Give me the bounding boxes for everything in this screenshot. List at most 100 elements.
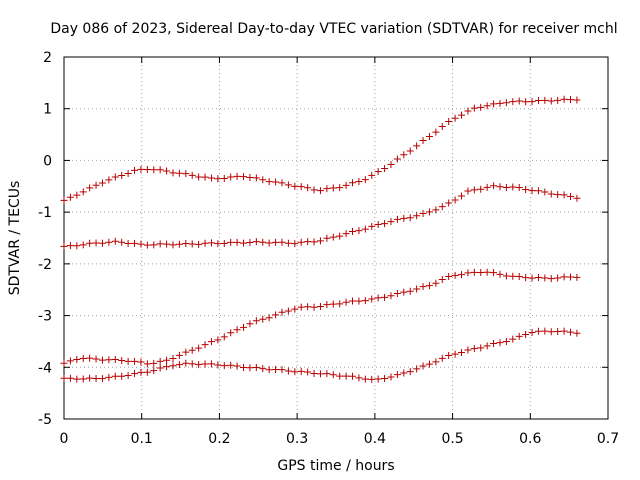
- data-point: [464, 107, 472, 115]
- data-point: [163, 167, 171, 175]
- data-point: [349, 227, 357, 235]
- data-point: [336, 232, 344, 240]
- data-point: [406, 147, 414, 155]
- data-point: [137, 240, 145, 248]
- x-tick-label: 0: [60, 431, 69, 447]
- data-point: [195, 361, 203, 369]
- data-point: [445, 351, 453, 359]
- data-point: [502, 338, 510, 346]
- data-point: [464, 269, 472, 277]
- data-point: [567, 273, 575, 281]
- data-point: [188, 360, 196, 368]
- data-point: [220, 175, 228, 183]
- data-point: [393, 289, 401, 297]
- data-point: [131, 239, 139, 247]
- data-point: [528, 274, 536, 282]
- data-point: [432, 128, 440, 136]
- data-point: [252, 174, 260, 182]
- data-point: [118, 357, 126, 365]
- data-point: [227, 329, 235, 337]
- data-point: [310, 238, 318, 246]
- data-point: [60, 374, 68, 382]
- data-point: [252, 317, 260, 325]
- data-point: [214, 336, 222, 344]
- data-point: [240, 239, 248, 247]
- series-trace-1: [60, 95, 581, 204]
- data-point: [182, 239, 190, 247]
- data-point: [124, 357, 132, 365]
- data-point: [118, 171, 126, 179]
- data-point: [131, 370, 139, 378]
- data-point: [342, 230, 350, 238]
- data-point: [400, 288, 408, 296]
- data-point: [265, 178, 273, 186]
- x-tick-label: 0.1: [131, 431, 153, 447]
- data-point: [291, 305, 299, 313]
- data-point: [105, 176, 113, 184]
- y-tick-label: 1: [43, 102, 52, 118]
- data-point: [105, 373, 113, 381]
- data-point: [567, 328, 575, 336]
- data-point: [432, 358, 440, 366]
- data-point: [111, 237, 119, 245]
- data-point: [419, 283, 427, 291]
- axis-ticks: 0 0.1 0.2 0.3 0.4 0.5 0.6 0.7 -5 -4 -3 -2 -1 0 1 2: [38, 50, 619, 447]
- data-point: [483, 268, 491, 276]
- data-point: [284, 181, 292, 189]
- data-point: [355, 177, 363, 185]
- data-point: [278, 179, 286, 187]
- data-point: [432, 206, 440, 214]
- data-point: [233, 238, 241, 246]
- data-point: [413, 212, 421, 220]
- data-point: [163, 240, 171, 248]
- data-point: [207, 239, 215, 247]
- data-point: [541, 274, 549, 282]
- data-point: [310, 186, 318, 194]
- data-point: [105, 356, 113, 364]
- data-point: [297, 183, 305, 191]
- data-point: [496, 99, 504, 107]
- data-point: [355, 227, 363, 235]
- data-point: [272, 178, 280, 186]
- data-point: [201, 173, 209, 181]
- data-point: [220, 362, 228, 370]
- data-point: [86, 239, 94, 247]
- data-point: [188, 346, 196, 354]
- data-point: [470, 345, 478, 353]
- data-point: [368, 295, 376, 303]
- data-point: [79, 241, 87, 249]
- data-point: [560, 95, 568, 103]
- x-axis-label: GPS time / hours: [277, 458, 394, 474]
- plot-frame: [63, 56, 609, 420]
- data-point: [438, 276, 446, 284]
- data-point: [259, 315, 267, 323]
- data-point: [98, 239, 106, 247]
- data-point: [195, 240, 203, 248]
- data-point: [419, 210, 427, 218]
- data-point: [534, 274, 542, 282]
- data-point: [278, 308, 286, 316]
- x-tick-label: 0.5: [441, 431, 463, 447]
- data-point: [150, 367, 158, 375]
- data-point: [304, 238, 312, 246]
- y-tick-label: -5: [38, 412, 52, 428]
- data-point: [451, 350, 459, 358]
- data-point: [361, 176, 369, 184]
- data-point: [470, 268, 478, 276]
- data-point: [573, 96, 581, 104]
- data-point: [163, 363, 171, 371]
- data-point: [464, 346, 472, 354]
- data-point: [79, 188, 87, 196]
- data-point: [66, 357, 74, 365]
- data-point: [86, 374, 94, 382]
- data-point: [316, 303, 324, 311]
- data-point: [451, 196, 459, 204]
- data-point: [573, 194, 581, 202]
- data-point: [169, 241, 177, 249]
- y-tick-label: -2: [38, 257, 52, 273]
- data-point: [381, 165, 389, 173]
- data-series: [60, 95, 581, 383]
- data-point: [214, 240, 222, 248]
- y-tick-label: 2: [43, 50, 52, 66]
- data-point: [329, 300, 337, 308]
